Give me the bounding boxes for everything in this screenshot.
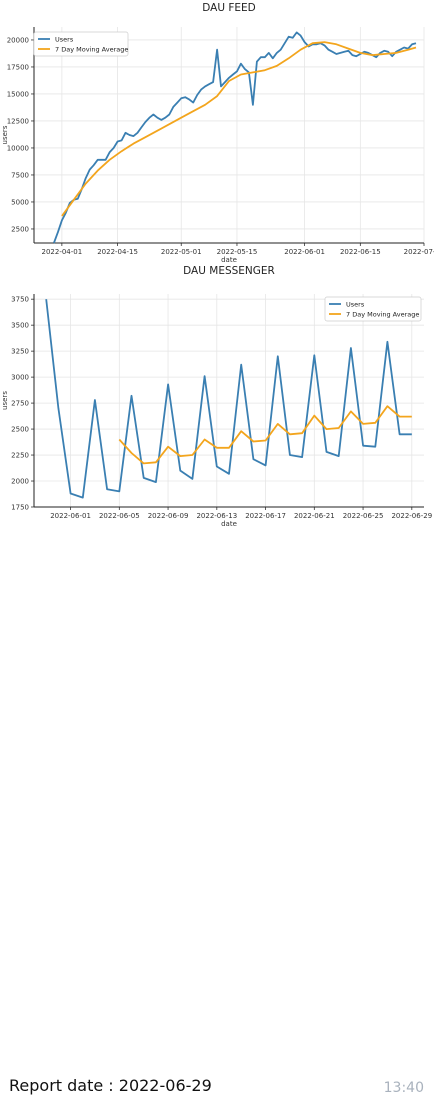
legend-label: Users <box>55 36 74 44</box>
x-tick-label: 2022-06-01 <box>50 512 91 520</box>
x-tick-label: 2022-06-17 <box>245 512 286 520</box>
series-line-moving-average <box>118 405 412 465</box>
x-tick-label: 2022-04-15 <box>97 248 138 256</box>
chart-legend: Users 7 Day Moving Average <box>33 31 129 57</box>
legend-label: 7 Day Moving Average <box>55 46 128 54</box>
series-line-moving-average <box>61 41 417 217</box>
x-axis-label: date <box>221 256 237 262</box>
report-date-text: Report date : 2022-06-29 <box>9 1076 212 1095</box>
x-tick-label: 2022-04-01 <box>42 248 83 256</box>
y-axis-label: users <box>1 391 9 410</box>
x-tick-label: 2022-05-15 <box>217 248 258 256</box>
x-tick-label: 2022-06-15 <box>340 248 381 256</box>
y-tick-label: 1750 <box>11 504 29 512</box>
y-axis-label: users <box>1 125 9 144</box>
y-tick-label: 2750 <box>11 400 29 408</box>
y-tick-label: 2250 <box>11 452 29 460</box>
x-tick-label: 2022-06-13 <box>196 512 237 520</box>
y-tick-label: 2500 <box>11 225 29 233</box>
y-tick-label: 20000 <box>7 36 29 44</box>
chart-title: DAU FEED <box>202 2 256 14</box>
y-tick-label: 3000 <box>11 374 29 382</box>
y-tick-label: 3250 <box>11 348 29 356</box>
y-tick-label: 7500 <box>11 171 29 179</box>
legend-box <box>33 31 129 57</box>
y-tick-label: 17500 <box>7 63 29 71</box>
chart-legend: Users 7 Day Moving Average <box>324 296 422 322</box>
x-tick-label: 2022-06-05 <box>99 512 140 520</box>
series-line-users <box>45 299 412 499</box>
x-tick-label: 2022-06-25 <box>343 512 384 520</box>
legend-label: 7 Day Moving Average <box>346 311 419 319</box>
x-tick-label: 2022-06-21 <box>294 512 335 520</box>
x-tick-label: 2022-05-01 <box>161 248 202 256</box>
x-axis-label: date <box>221 520 237 528</box>
y-tick-label: 3750 <box>11 296 29 304</box>
dau-messenger-chart-svg: DAU MESSENGER 1750 2000 2250 2500 2750 3000 325… <box>1 265 432 528</box>
series-line-users <box>53 31 417 244</box>
y-tick-label: 2000 <box>11 478 29 486</box>
x-tick-label: 2022-07-01 <box>404 248 434 256</box>
chart-title: DAU MESSENGER <box>183 265 275 277</box>
x-tick-label: 2022-06-09 <box>148 512 189 520</box>
dau-feed-chart-svg: DAU FEED 2500 5000 7500 10000 12500 15000 17500… <box>1 2 434 264</box>
y-tick-label: 10000 <box>7 144 29 152</box>
legend-box <box>324 296 422 322</box>
dau-feed-chart: DAU FEED 2500 5000 7500 10000 12500 15000 17500… <box>0 0 434 264</box>
x-tick-label: 2022-06-29 <box>391 512 432 520</box>
y-tick-label: 5000 <box>11 198 29 206</box>
plot-area <box>34 27 424 243</box>
legend-label: Users <box>346 301 365 309</box>
message-time: 13:40 <box>383 1080 424 1096</box>
message-footer: Report date : 2022-06-29 13:40 <box>0 532 434 1096</box>
x-tick-label: 2022-06-01 <box>284 248 325 256</box>
y-tick-label: 2500 <box>11 426 29 434</box>
dau-messenger-chart: DAU MESSENGER 1750 2000 2250 2500 2750 3000 325… <box>0 262 434 532</box>
y-tick-label: 15000 <box>7 90 29 98</box>
y-tick-label: 3500 <box>11 322 29 330</box>
y-tick-label: 12500 <box>7 117 29 125</box>
